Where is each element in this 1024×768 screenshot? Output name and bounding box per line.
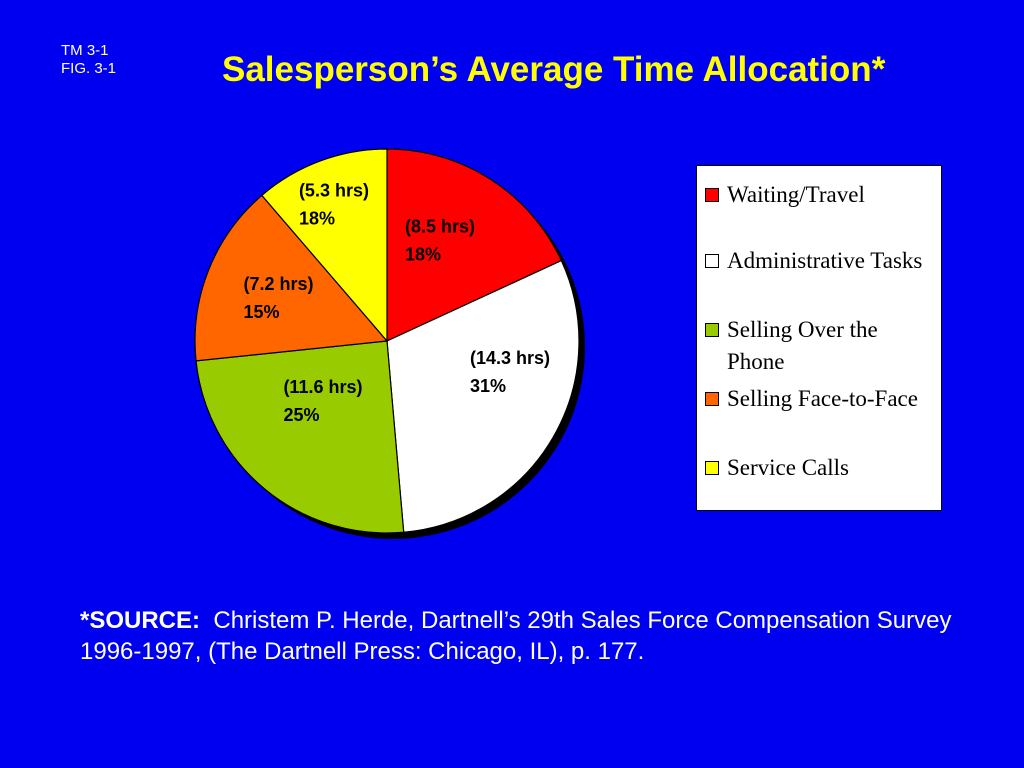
legend-label-selling-over-the-phone: Selling Over the Phone bbox=[727, 317, 878, 374]
legend-label-administrative-tasks: Administrative Tasks bbox=[727, 248, 923, 273]
legend: Waiting/Travel Administrative Tasks Sell… bbox=[696, 165, 942, 511]
pie-percent-label-waiting-travel: 18% bbox=[405, 244, 441, 264]
pie-percent-label-selling-face-to-face: 15% bbox=[244, 302, 280, 322]
legend-item-selling-over-the-phone: Selling Over the Phone bbox=[705, 314, 939, 378]
source-prefix: *SOURCE: bbox=[80, 607, 201, 634]
pie-slices bbox=[194, 148, 580, 534]
legend-item-administrative-tasks: Administrative Tasks bbox=[705, 245, 939, 277]
pie-slice-selling-face-to-face bbox=[194, 194, 389, 362]
pie-hours-label-waiting-travel: (8.5 hrs) bbox=[405, 216, 475, 236]
legend-swatch-waiting-travel bbox=[705, 188, 719, 202]
source-note: *SOURCE: Christem P. Herde, Dartnell’s 2… bbox=[80, 605, 1000, 667]
pie-percent-label-service-calls: 18% bbox=[299, 208, 335, 228]
pie-slice-service-calls bbox=[260, 148, 388, 343]
legend-label-selling-face-to-face: Selling Face-to-Face bbox=[727, 386, 918, 411]
pie-labels: (8.5 hrs) 18% (14.3 hrs) 31% (11.6 hrs) 25% (7… bbox=[244, 180, 551, 425]
pie-slice-selling-over-the-phone bbox=[195, 340, 405, 534]
pie-slice-waiting-travel bbox=[386, 148, 563, 342]
slide-tag-fig: FIG. 3-1 bbox=[61, 60, 117, 77]
legend-item-waiting-travel: Waiting/Travel bbox=[705, 179, 939, 211]
slide-tag-tm: TM 3-1 bbox=[61, 42, 109, 59]
legend-label-service-calls: Service Calls bbox=[727, 455, 849, 480]
legend-item-selling-face-to-face: Selling Face-to-Face bbox=[705, 383, 939, 415]
legend-swatch-selling-over-the-phone bbox=[705, 323, 719, 337]
source-text: Christem P. Herde, Dartnell’s 29th Sales… bbox=[80, 607, 952, 665]
chart-title: Salesperson’s Average Time Allocation* bbox=[222, 50, 886, 89]
pie-percent-label-administrative-tasks: 31% bbox=[470, 376, 506, 396]
legend-swatch-administrative-tasks bbox=[705, 254, 719, 268]
legend-swatch-selling-face-to-face bbox=[705, 392, 719, 406]
pie-percent-label-selling-over-the-phone: 25% bbox=[283, 405, 319, 425]
pie-hours-label-service-calls: (5.3 hrs) bbox=[299, 180, 369, 200]
pie-hours-label-selling-over-the-phone: (11.6 hrs) bbox=[283, 377, 362, 397]
legend-swatch-service-calls bbox=[705, 461, 719, 475]
slide-tag: TM 3-1 FIG. 3-1 bbox=[61, 42, 116, 78]
pie-hours-label-administrative-tasks: (14.3 hrs) bbox=[470, 348, 550, 368]
pie-slice-administrative-tasks bbox=[386, 259, 580, 533]
legend-label-waiting-travel: Waiting/Travel bbox=[727, 182, 865, 207]
pie-hours-label-selling-face-to-face: (7.2 hrs) bbox=[244, 274, 314, 294]
legend-item-service-calls: Service Calls bbox=[705, 452, 939, 484]
